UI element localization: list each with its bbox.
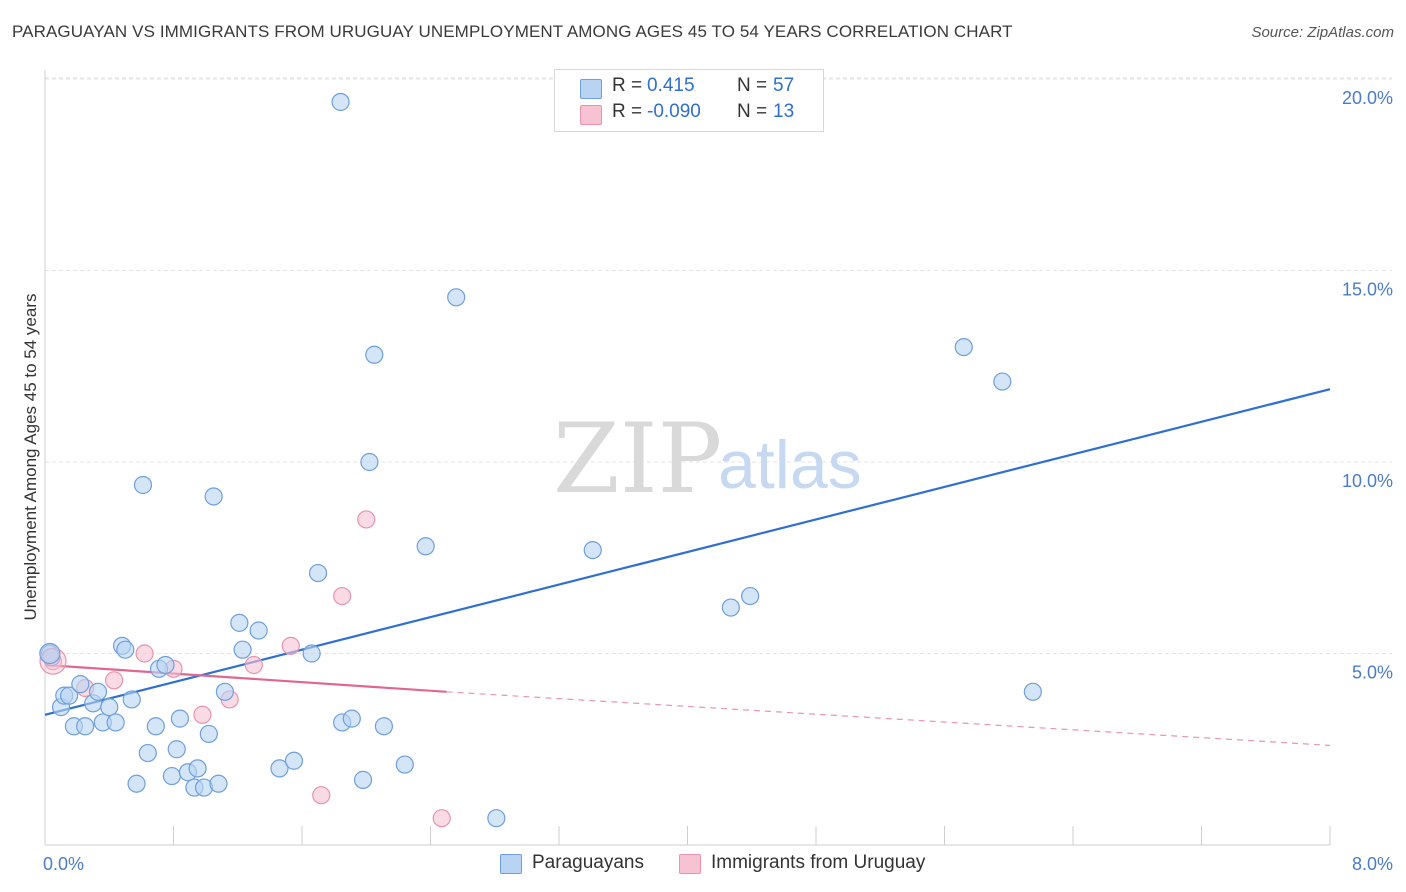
blue-swatch-icon xyxy=(580,79,602,99)
r-value: 0.415 xyxy=(647,75,695,96)
paraguayan-point xyxy=(416,537,435,556)
paraguayan-point xyxy=(146,717,165,736)
paraguayan-point xyxy=(487,809,506,828)
paraguayan-point xyxy=(199,724,218,744)
uruguay-point xyxy=(312,786,331,805)
paraguayan-point xyxy=(170,709,190,728)
paraguayan-point xyxy=(215,682,234,701)
x-tick-label: 8.0% xyxy=(1352,854,1393,874)
paraguayan-point xyxy=(88,682,108,701)
uruguay-point xyxy=(357,510,376,529)
paraguayan-point xyxy=(308,563,328,583)
paraguayan-point xyxy=(156,655,175,675)
paraguayan-point xyxy=(302,644,321,663)
legend-label: Immigrants from Uruguay xyxy=(711,852,926,873)
uruguay-point xyxy=(281,636,300,655)
axes xyxy=(44,70,1331,846)
paraguayan-point xyxy=(76,717,95,736)
r-label: R = xyxy=(612,101,643,122)
uruguay-point xyxy=(104,671,124,690)
paraguayan-point xyxy=(209,774,228,793)
paraguayan-point xyxy=(284,751,304,770)
pink-trend-line xyxy=(44,663,447,693)
r-label: R = xyxy=(612,75,643,96)
paraguayan-point xyxy=(167,740,186,759)
uruguay-point xyxy=(135,644,154,663)
paraguayan-point xyxy=(127,774,146,793)
paraguayan-point xyxy=(583,540,602,560)
paraguayan-point xyxy=(204,487,223,506)
paraguayan-point xyxy=(138,743,157,763)
paraguayan-point xyxy=(342,709,361,728)
paraguayan-point xyxy=(353,770,373,789)
r-value: -0.090 xyxy=(647,101,701,122)
source-label: Source: ZipAtlas.com xyxy=(1251,24,1394,41)
paraguayan-point xyxy=(741,586,760,606)
series-legend: Paraguayans Immigrants from Uruguay xyxy=(0,852,1406,878)
paraguayan-point xyxy=(122,690,141,709)
watermark-atlas: atlas xyxy=(718,427,862,503)
paraguayan-point xyxy=(1023,682,1042,701)
axis-labels: 5.0% 10.0% 15.0% 20.0% 0.0% 8.0% xyxy=(43,88,1393,874)
paraguayan-point xyxy=(162,766,181,786)
uruguay-point xyxy=(193,705,212,724)
paraguayan-point xyxy=(100,698,119,717)
data-points xyxy=(39,92,1042,828)
n-label: N = xyxy=(737,101,768,122)
x-tick-label: 0.0% xyxy=(43,854,84,874)
uruguay-point xyxy=(432,809,451,828)
y-tick-label: 15.0% xyxy=(1342,280,1393,300)
correlation-legend: R = 0.415 N = 57 R = -0.090 N = 13 xyxy=(554,69,824,132)
paraguayan-point xyxy=(39,642,61,665)
pink-swatch-icon xyxy=(679,854,701,874)
y-tick-label: 10.0% xyxy=(1342,471,1393,491)
paraguayan-point xyxy=(993,372,1012,391)
paraguayan-point xyxy=(954,338,973,357)
paraguayan-point xyxy=(365,345,384,364)
n-label: N = xyxy=(737,75,768,96)
legend-row-paraguayans: R = 0.415 N = 57 xyxy=(555,75,823,101)
pink-trend-line-dashed xyxy=(446,691,1331,747)
paraguayan-point xyxy=(374,717,394,736)
uruguay-point xyxy=(244,655,263,675)
y-tick-label: 5.0% xyxy=(1352,663,1393,683)
n-value: 57 xyxy=(773,75,795,96)
grid-lines xyxy=(45,77,1392,654)
n-value: 13 xyxy=(773,101,795,122)
blue-swatch-icon xyxy=(500,854,522,874)
paraguayan-point xyxy=(395,755,414,774)
paraguayan-point xyxy=(270,759,289,778)
paraguayan-point xyxy=(71,675,90,694)
paraguayan-point xyxy=(447,288,466,307)
paraguayan-point xyxy=(133,475,153,495)
paraguayan-point xyxy=(721,598,740,617)
watermark-zip: ZIP xyxy=(553,403,722,515)
paraguayan-point xyxy=(249,621,268,640)
paraguayan-point xyxy=(331,92,350,112)
paraguayan-point xyxy=(59,686,79,705)
y-tick-label: 20.0% xyxy=(1342,88,1393,108)
watermark: ZIP atlas xyxy=(553,403,862,515)
paraguayan-point xyxy=(116,640,135,659)
paraguayan-point xyxy=(230,613,249,632)
legend-row-uruguay: R = -0.090 N = 13 xyxy=(555,101,823,127)
paraguayan-point xyxy=(360,452,379,472)
chart-title: PARAGUAYAN VS IMMIGRANTS FROM URUGUAY UN… xyxy=(12,22,1013,41)
y-axis-label: Unemployment Among Ages 45 to 54 years xyxy=(21,294,40,621)
pink-swatch-icon xyxy=(580,105,602,125)
paraguayan-point xyxy=(106,713,125,732)
paraguayan-point xyxy=(188,759,207,778)
legend-label: Paraguayans xyxy=(532,852,644,873)
uruguay-point xyxy=(333,586,352,606)
paraguayan-point xyxy=(233,640,252,659)
